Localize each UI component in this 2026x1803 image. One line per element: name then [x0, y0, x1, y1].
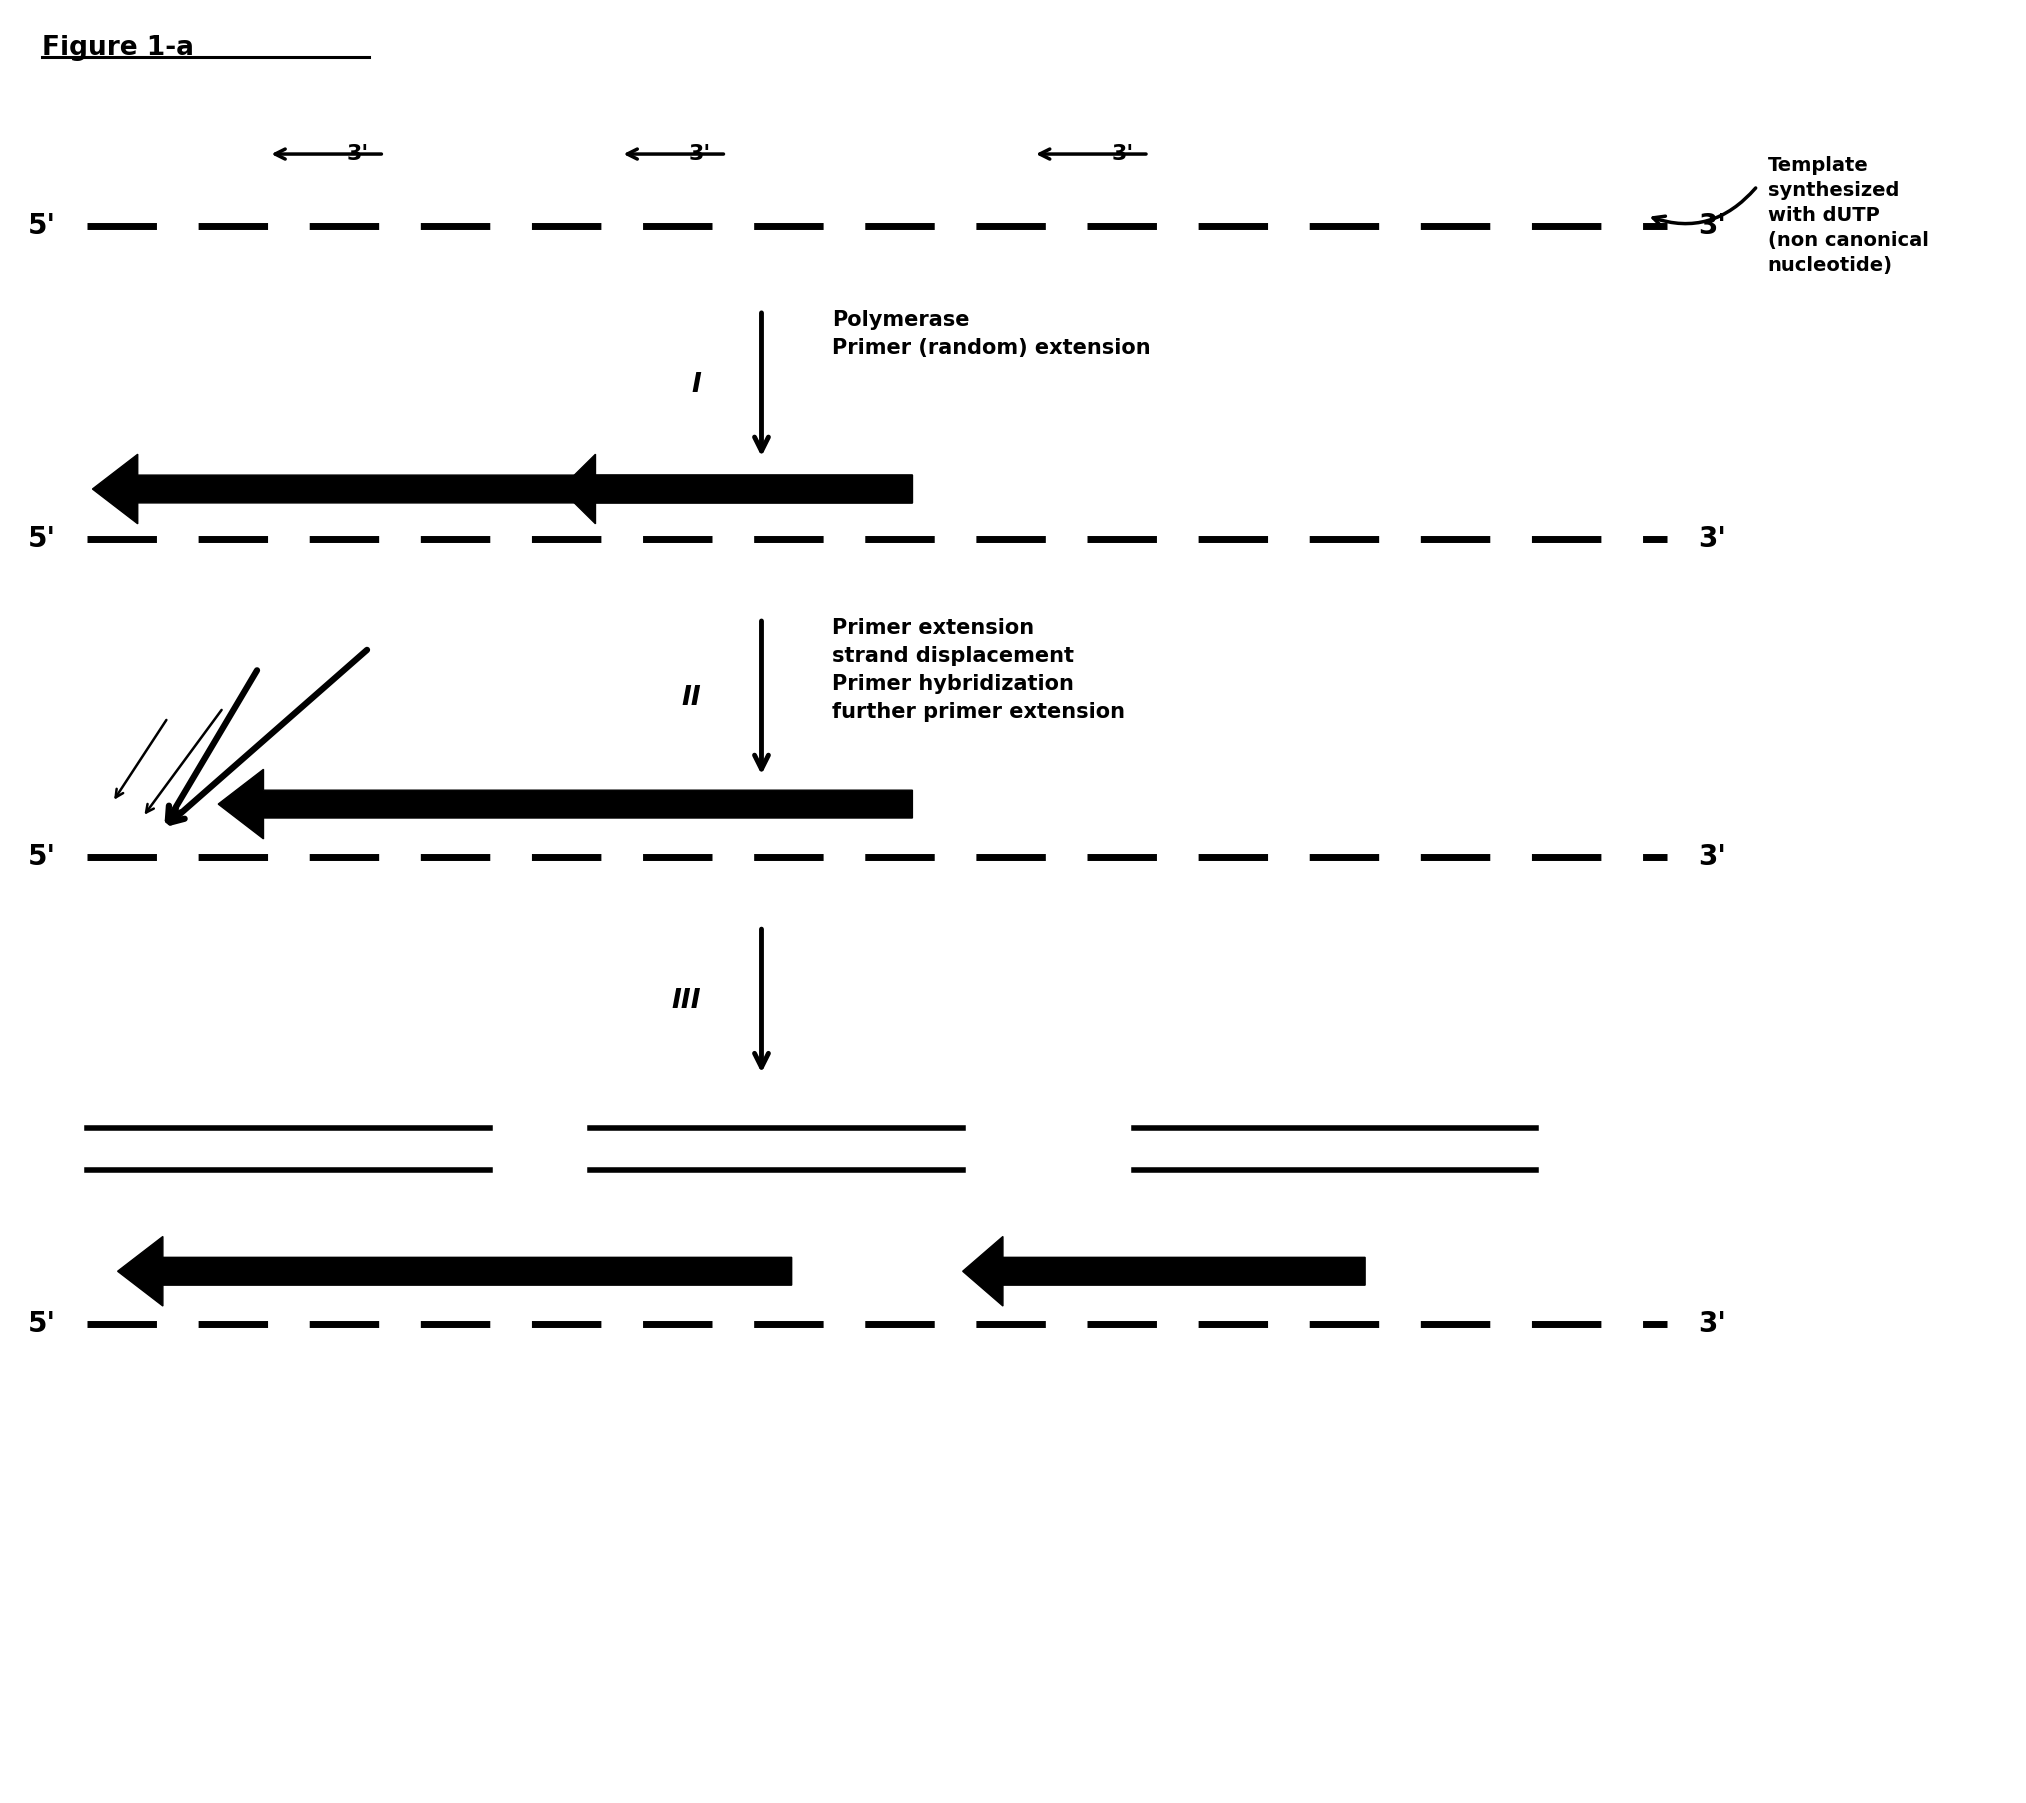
- Text: Template
synthesized
with dUTP
(non canonical
nucleotide): Template synthesized with dUTP (non cano…: [1767, 157, 1929, 276]
- Text: III: III: [671, 988, 701, 1013]
- Text: 3': 3': [689, 144, 711, 164]
- FancyArrow shape: [219, 770, 912, 838]
- Text: 3': 3': [1698, 1311, 1726, 1338]
- Text: 5': 5': [28, 211, 57, 240]
- Text: II: II: [681, 685, 701, 710]
- Text: Primer extension
strand displacement
Primer hybridization
further primer extensi: Primer extension strand displacement Pri…: [833, 618, 1124, 723]
- Text: I: I: [691, 371, 701, 398]
- Text: 3': 3': [1698, 211, 1726, 240]
- Text: Polymerase
Primer (random) extension: Polymerase Primer (random) extension: [833, 310, 1151, 359]
- Text: 3': 3': [1112, 144, 1135, 164]
- FancyArrow shape: [93, 454, 912, 525]
- FancyArrow shape: [962, 1237, 1366, 1305]
- Text: 3': 3': [1698, 842, 1726, 871]
- FancyArrow shape: [561, 454, 912, 525]
- Text: 5': 5': [28, 842, 57, 871]
- Text: 3': 3': [346, 144, 369, 164]
- Text: 5': 5': [28, 1311, 57, 1338]
- Text: Figure 1-a: Figure 1-a: [43, 34, 194, 61]
- Text: 3': 3': [1698, 525, 1726, 554]
- FancyArrow shape: [118, 1237, 792, 1305]
- Text: 5': 5': [28, 525, 57, 554]
